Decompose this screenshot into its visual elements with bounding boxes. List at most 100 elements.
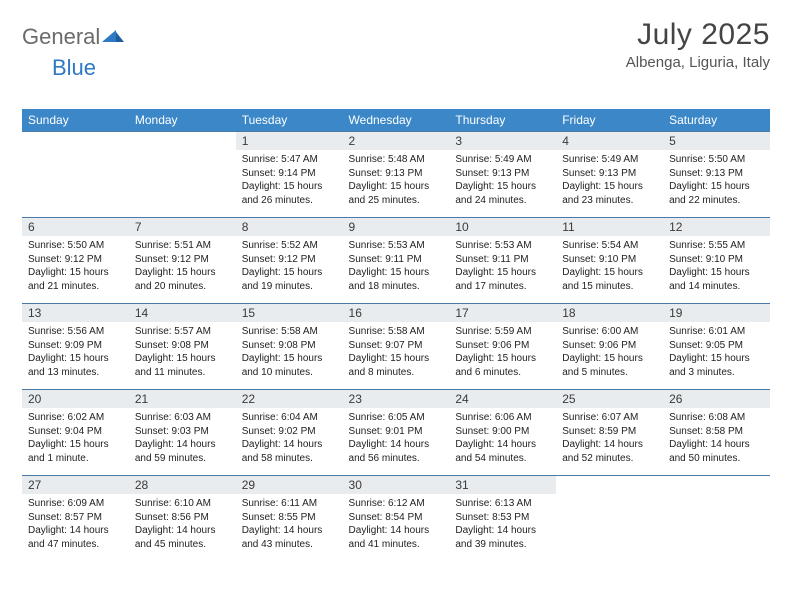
- day-number: 4: [556, 132, 663, 150]
- day-details: Sunrise: 6:03 AMSunset: 9:03 PMDaylight:…: [129, 408, 236, 467]
- day-number: 30: [343, 476, 450, 494]
- day-number: 16: [343, 304, 450, 322]
- calendar-day-cell: 2Sunrise: 5:48 AMSunset: 9:13 PMDaylight…: [343, 132, 450, 218]
- day-details: Sunrise: 6:13 AMSunset: 8:53 PMDaylight:…: [449, 494, 556, 553]
- calendar-week-row: 6Sunrise: 5:50 AMSunset: 9:12 PMDaylight…: [22, 218, 770, 304]
- calendar-day-cell: 18Sunrise: 6:00 AMSunset: 9:06 PMDayligh…: [556, 304, 663, 390]
- logo-text-blue: Blue: [52, 55, 96, 80]
- calendar-day-cell: 16Sunrise: 5:58 AMSunset: 9:07 PMDayligh…: [343, 304, 450, 390]
- day-details: Sunrise: 5:49 AMSunset: 9:13 PMDaylight:…: [556, 150, 663, 209]
- weekday-header-row: SundayMondayTuesdayWednesdayThursdayFrid…: [22, 109, 770, 132]
- day-details: Sunrise: 6:01 AMSunset: 9:05 PMDaylight:…: [663, 322, 770, 381]
- calendar-day-cell: 6Sunrise: 5:50 AMSunset: 9:12 PMDaylight…: [22, 218, 129, 304]
- calendar-day-cell: 3Sunrise: 5:49 AMSunset: 9:13 PMDaylight…: [449, 132, 556, 218]
- calendar-empty-cell: [663, 476, 770, 562]
- day-number: 1: [236, 132, 343, 150]
- calendar-day-cell: 7Sunrise: 5:51 AMSunset: 9:12 PMDaylight…: [129, 218, 236, 304]
- logo-text-general: General: [22, 24, 100, 50]
- day-details: Sunrise: 6:05 AMSunset: 9:01 PMDaylight:…: [343, 408, 450, 467]
- day-details: Sunrise: 6:04 AMSunset: 9:02 PMDaylight:…: [236, 408, 343, 467]
- day-number: 14: [129, 304, 236, 322]
- calendar-empty-cell: [556, 476, 663, 562]
- day-number: 5: [663, 132, 770, 150]
- weekday-header: Monday: [129, 109, 236, 132]
- day-number: 10: [449, 218, 556, 236]
- day-details: Sunrise: 5:53 AMSunset: 9:11 PMDaylight:…: [343, 236, 450, 295]
- day-number: 13: [22, 304, 129, 322]
- day-details: Sunrise: 5:48 AMSunset: 9:13 PMDaylight:…: [343, 150, 450, 209]
- day-number: 25: [556, 390, 663, 408]
- day-number: 26: [663, 390, 770, 408]
- day-number: 9: [343, 218, 450, 236]
- calendar-day-cell: 24Sunrise: 6:06 AMSunset: 9:00 PMDayligh…: [449, 390, 556, 476]
- day-details: Sunrise: 6:06 AMSunset: 9:00 PMDaylight:…: [449, 408, 556, 467]
- day-details: Sunrise: 6:00 AMSunset: 9:06 PMDaylight:…: [556, 322, 663, 381]
- calendar-day-cell: 12Sunrise: 5:55 AMSunset: 9:10 PMDayligh…: [663, 218, 770, 304]
- day-details: Sunrise: 5:57 AMSunset: 9:08 PMDaylight:…: [129, 322, 236, 381]
- calendar-empty-cell: [22, 132, 129, 218]
- calendar-day-cell: 28Sunrise: 6:10 AMSunset: 8:56 PMDayligh…: [129, 476, 236, 562]
- calendar-day-cell: 14Sunrise: 5:57 AMSunset: 9:08 PMDayligh…: [129, 304, 236, 390]
- calendar-day-cell: 15Sunrise: 5:58 AMSunset: 9:08 PMDayligh…: [236, 304, 343, 390]
- day-number: 7: [129, 218, 236, 236]
- calendar-empty-cell: [129, 132, 236, 218]
- day-details: Sunrise: 5:49 AMSunset: 9:13 PMDaylight:…: [449, 150, 556, 209]
- day-details: Sunrise: 5:50 AMSunset: 9:13 PMDaylight:…: [663, 150, 770, 209]
- calendar-week-row: 1Sunrise: 5:47 AMSunset: 9:14 PMDaylight…: [22, 132, 770, 218]
- weekday-header: Tuesday: [236, 109, 343, 132]
- day-number: 6: [22, 218, 129, 236]
- calendar-day-cell: 11Sunrise: 5:54 AMSunset: 9:10 PMDayligh…: [556, 218, 663, 304]
- weekday-header: Saturday: [663, 109, 770, 132]
- day-details: Sunrise: 5:55 AMSunset: 9:10 PMDaylight:…: [663, 236, 770, 295]
- calendar-week-row: 20Sunrise: 6:02 AMSunset: 9:04 PMDayligh…: [22, 390, 770, 476]
- day-details: Sunrise: 5:51 AMSunset: 9:12 PMDaylight:…: [129, 236, 236, 295]
- day-details: Sunrise: 6:11 AMSunset: 8:55 PMDaylight:…: [236, 494, 343, 553]
- day-number: 21: [129, 390, 236, 408]
- calendar-table: SundayMondayTuesdayWednesdayThursdayFrid…: [22, 109, 770, 562]
- calendar-day-cell: 22Sunrise: 6:04 AMSunset: 9:02 PMDayligh…: [236, 390, 343, 476]
- calendar-day-cell: 26Sunrise: 6:08 AMSunset: 8:58 PMDayligh…: [663, 390, 770, 476]
- calendar-day-cell: 1Sunrise: 5:47 AMSunset: 9:14 PMDaylight…: [236, 132, 343, 218]
- calendar-day-cell: 29Sunrise: 6:11 AMSunset: 8:55 PMDayligh…: [236, 476, 343, 562]
- calendar-day-cell: 21Sunrise: 6:03 AMSunset: 9:03 PMDayligh…: [129, 390, 236, 476]
- day-details: Sunrise: 5:58 AMSunset: 9:08 PMDaylight:…: [236, 322, 343, 381]
- day-details: Sunrise: 5:53 AMSunset: 9:11 PMDaylight:…: [449, 236, 556, 295]
- calendar-day-cell: 30Sunrise: 6:12 AMSunset: 8:54 PMDayligh…: [343, 476, 450, 562]
- day-details: Sunrise: 5:58 AMSunset: 9:07 PMDaylight:…: [343, 322, 450, 381]
- day-number: 2: [343, 132, 450, 150]
- day-details: Sunrise: 5:54 AMSunset: 9:10 PMDaylight:…: [556, 236, 663, 295]
- day-details: Sunrise: 5:56 AMSunset: 9:09 PMDaylight:…: [22, 322, 129, 381]
- day-number: 15: [236, 304, 343, 322]
- calendar-day-cell: 27Sunrise: 6:09 AMSunset: 8:57 PMDayligh…: [22, 476, 129, 562]
- day-number: 11: [556, 218, 663, 236]
- day-number: 29: [236, 476, 343, 494]
- calendar-day-cell: 8Sunrise: 5:52 AMSunset: 9:12 PMDaylight…: [236, 218, 343, 304]
- calendar-day-cell: 17Sunrise: 5:59 AMSunset: 9:06 PMDayligh…: [449, 304, 556, 390]
- day-number: 24: [449, 390, 556, 408]
- calendar-day-cell: 19Sunrise: 6:01 AMSunset: 9:05 PMDayligh…: [663, 304, 770, 390]
- day-number: 31: [449, 476, 556, 494]
- day-details: Sunrise: 5:59 AMSunset: 9:06 PMDaylight:…: [449, 322, 556, 381]
- calendar-week-row: 13Sunrise: 5:56 AMSunset: 9:09 PMDayligh…: [22, 304, 770, 390]
- day-number: 23: [343, 390, 450, 408]
- calendar-day-cell: 20Sunrise: 6:02 AMSunset: 9:04 PMDayligh…: [22, 390, 129, 476]
- calendar-day-cell: 23Sunrise: 6:05 AMSunset: 9:01 PMDayligh…: [343, 390, 450, 476]
- logo: General: [22, 24, 124, 50]
- day-number: 27: [22, 476, 129, 494]
- calendar-day-cell: 9Sunrise: 5:53 AMSunset: 9:11 PMDaylight…: [343, 218, 450, 304]
- day-details: Sunrise: 6:08 AMSunset: 8:58 PMDaylight:…: [663, 408, 770, 467]
- weekday-header: Wednesday: [343, 109, 450, 132]
- logo-mark-icon: [102, 26, 124, 49]
- day-number: 8: [236, 218, 343, 236]
- day-number: 28: [129, 476, 236, 494]
- calendar-day-cell: 5Sunrise: 5:50 AMSunset: 9:13 PMDaylight…: [663, 132, 770, 218]
- day-number: 3: [449, 132, 556, 150]
- day-number: 19: [663, 304, 770, 322]
- day-number: 12: [663, 218, 770, 236]
- calendar-day-cell: 4Sunrise: 5:49 AMSunset: 9:13 PMDaylight…: [556, 132, 663, 218]
- month-title: July 2025: [626, 18, 770, 52]
- calendar-week-row: 27Sunrise: 6:09 AMSunset: 8:57 PMDayligh…: [22, 476, 770, 562]
- weekday-header: Friday: [556, 109, 663, 132]
- day-number: 18: [556, 304, 663, 322]
- day-details: Sunrise: 5:52 AMSunset: 9:12 PMDaylight:…: [236, 236, 343, 295]
